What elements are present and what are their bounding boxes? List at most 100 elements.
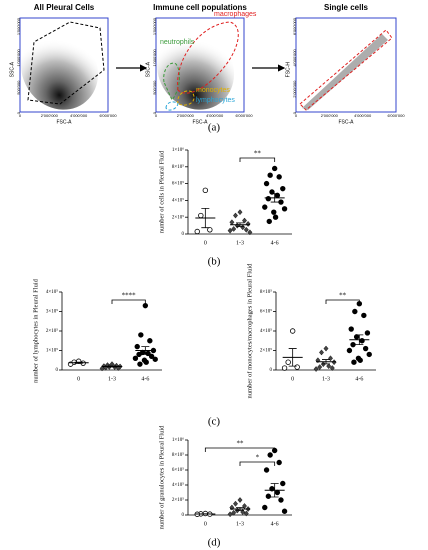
- y-tick-label: 0: [16, 111, 21, 114]
- y-axis-label: number of lymphocytes in Pleural Fluid: [32, 278, 39, 383]
- data-point: [362, 345, 369, 352]
- x-tick-label: 0: [77, 376, 80, 382]
- y-tick-label: 0: [182, 232, 185, 237]
- data-point: [265, 196, 272, 202]
- y-axis-label: FSC-H: [285, 62, 291, 78]
- flow-plot: Single cells 0 2'000'000 4'000'000 6'000'000…: [285, 3, 405, 125]
- y-tick-label: 500'000: [16, 80, 21, 95]
- y-tick-label: 0: [152, 111, 157, 114]
- x-tick-label: 6'000'000: [99, 113, 117, 118]
- cell-cloud: [157, 29, 235, 110]
- x-tick-label: 6'000'000: [387, 113, 405, 118]
- x-tick-label: 4-6: [141, 376, 149, 382]
- y-tick-label: 0: [182, 513, 185, 518]
- data-point: [142, 302, 149, 309]
- x-tick-label: 4-6: [271, 240, 279, 246]
- data-point: [263, 467, 270, 473]
- data-point: [361, 312, 367, 319]
- gate: [163, 62, 180, 101]
- y-axis-label: SSC-A: [145, 61, 151, 77]
- flow-title: Single cells: [324, 3, 369, 12]
- gate: [177, 21, 239, 94]
- data-point: [276, 459, 282, 466]
- x-tick-label: 0: [204, 240, 207, 246]
- data-point: [357, 357, 363, 363]
- y-tick-label: 1×10⁶: [172, 147, 184, 153]
- data-point: [319, 349, 324, 356]
- significance-label: ****: [122, 292, 137, 300]
- data-point: [242, 217, 247, 224]
- data-point: [233, 212, 238, 219]
- y-tick-label: 500'000: [152, 80, 157, 95]
- error-bar: [270, 193, 279, 203]
- data-point: [269, 189, 275, 195]
- data-point: [136, 351, 142, 358]
- data-point: [152, 356, 158, 362]
- data-point: [274, 489, 281, 496]
- x-tick-label: 1-3: [108, 376, 116, 382]
- data-point: [271, 165, 278, 172]
- data-point: [266, 218, 272, 225]
- data-point: [278, 497, 284, 503]
- x-tick-label: 2'000'000: [177, 113, 195, 118]
- gate-label: lymphocytes: [196, 97, 235, 104]
- data-point: [267, 172, 273, 178]
- y-axis-label: number of granulocytes in Pleural Fluid: [158, 425, 165, 530]
- data-point: [147, 338, 153, 344]
- data-point: [231, 509, 237, 516]
- panel-label: (b): [208, 256, 221, 268]
- data-point: [207, 227, 213, 233]
- significance-bracket: [204, 447, 276, 452]
- y-tick-label: 6×10⁵: [172, 467, 184, 473]
- y-tick-label: 4×10⁵: [46, 289, 58, 295]
- significance-bracket: [239, 461, 276, 466]
- data-point: [132, 355, 139, 361]
- data-point: [198, 212, 204, 219]
- gate: [177, 90, 195, 106]
- data-point: [262, 504, 268, 511]
- significance-bracket: [111, 299, 146, 304]
- y-tick-label: 1×10⁵: [46, 348, 58, 354]
- y-tick-label: 0: [292, 111, 297, 114]
- data-point: [237, 497, 243, 503]
- panel-label: (d): [208, 537, 221, 549]
- data-point: [280, 480, 286, 487]
- x-tick-label: 1-3: [322, 376, 330, 382]
- panel-label: (a): [208, 122, 221, 134]
- data-point: [231, 226, 237, 232]
- x-axis-label: FSC-A: [57, 119, 73, 125]
- y-tick-label: 4×10⁵: [172, 198, 184, 204]
- data-point: [233, 500, 238, 507]
- x-axis-label: FSC-A: [193, 119, 209, 125]
- data-point: [245, 221, 251, 227]
- y-tick-label: 2×10⁵: [172, 214, 184, 220]
- significance-bracket: [239, 157, 276, 162]
- error-bar: [355, 334, 364, 346]
- y-tick-label: 1'000'000: [16, 49, 21, 67]
- data-point: [281, 365, 288, 371]
- data-point: [265, 493, 272, 499]
- flow-plot: Immune cell populations 0 2'000'000 4'000'0…: [145, 3, 257, 125]
- data-point: [294, 364, 300, 370]
- error-bar: [74, 361, 83, 364]
- data-point: [243, 226, 249, 233]
- y-axis-label: SSC-A: [9, 61, 15, 77]
- data-point: [263, 180, 270, 187]
- y-tick-label: 8×10⁵: [260, 289, 272, 295]
- x-tick-label: 1-3: [236, 521, 244, 527]
- data-point: [276, 174, 282, 180]
- x-tick-label: 0: [295, 113, 298, 118]
- data-point: [227, 227, 233, 234]
- cell-cloud: [302, 34, 388, 110]
- y-tick-label: 0: [270, 368, 273, 373]
- significance-label: **: [254, 150, 262, 158]
- data-point: [313, 366, 319, 372]
- y-tick-label: 2×10⁵: [46, 328, 58, 334]
- data-point: [134, 343, 140, 350]
- significance-bracket: [325, 299, 360, 304]
- y-tick-label: 1'000'000: [152, 49, 157, 67]
- data-point: [227, 511, 233, 518]
- data-point: [329, 365, 335, 371]
- data-point: [237, 209, 243, 216]
- gate: [299, 29, 393, 111]
